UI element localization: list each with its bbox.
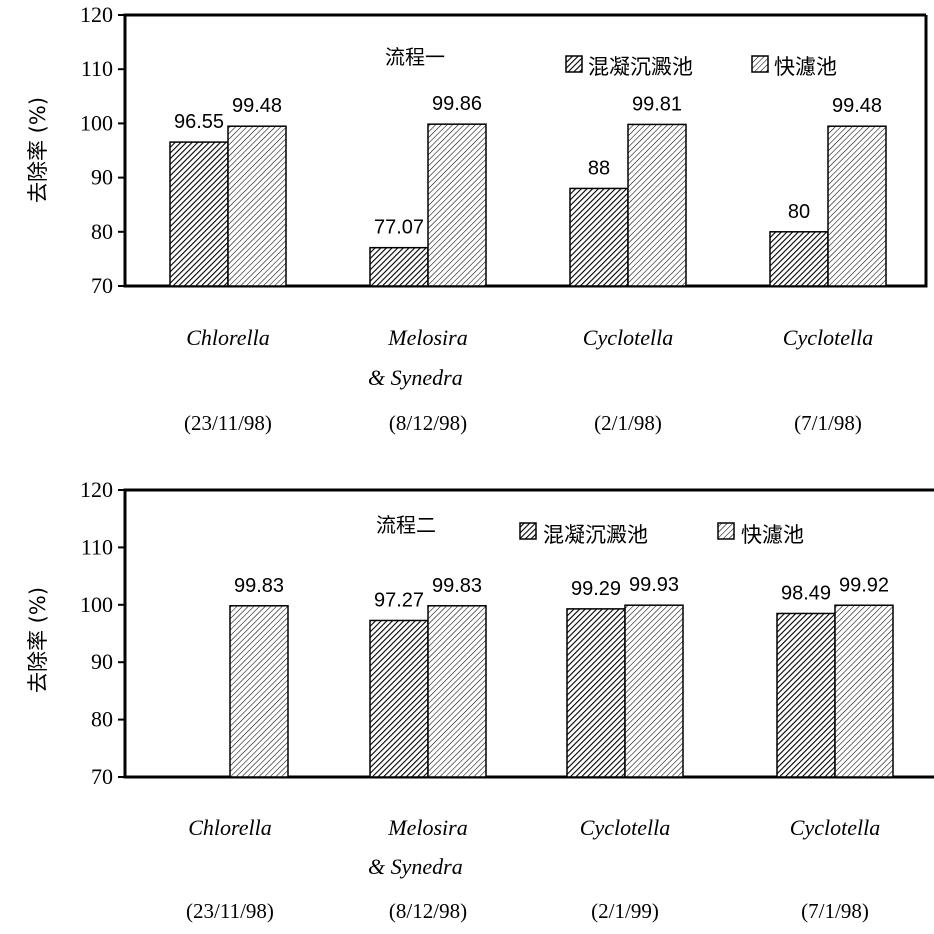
data-label: 98.49 <box>781 582 831 604</box>
category-label: Cyclotella <box>783 325 873 350</box>
chart-title: 流程二 <box>376 513 436 537</box>
y-tick-label: 100 <box>80 110 113 135</box>
chart-process-1: 70 80 90 100 110 120 去除率 (%) 流程一 混凝沉澱池 快濾池 96.55 99… <box>26 2 928 435</box>
bar <box>227 125 287 287</box>
date-label: (8/12/98) <box>389 411 467 435</box>
y-axis-label: 去除率 (%) <box>26 587 50 693</box>
category-label: Melosira <box>387 815 467 840</box>
y-tick-label: 80 <box>91 219 113 244</box>
category-label: Chlorella <box>186 325 270 350</box>
legend-swatch <box>717 522 735 540</box>
date-label: (2/1/98) <box>594 411 662 435</box>
bar <box>369 246 429 287</box>
date-label: (23/11/98) <box>184 411 272 435</box>
bar <box>627 123 687 287</box>
bar <box>169 141 229 287</box>
y-tick-label: 70 <box>91 273 113 298</box>
y-tick-label: 120 <box>80 477 113 502</box>
category-label: Cyclotella <box>580 815 670 840</box>
legend-swatch <box>565 55 583 73</box>
category-label: Cyclotella <box>790 815 880 840</box>
data-label: 99.48 <box>232 95 282 117</box>
y-axis-label: 去除率 (%) <box>26 97 50 203</box>
y-tick-label: 80 <box>91 707 113 732</box>
bar <box>427 123 487 287</box>
bar <box>427 605 487 778</box>
date-label: (23/11/98) <box>186 899 274 923</box>
bar <box>624 604 684 778</box>
category-label: & Synedra <box>368 365 463 390</box>
y-tick-label: 110 <box>81 56 113 81</box>
legend-label: 快濾池 <box>741 523 804 547</box>
bar <box>369 619 429 778</box>
data-label: 99.86 <box>432 93 482 115</box>
data-label: 99.92 <box>839 574 889 596</box>
bar <box>776 612 836 778</box>
date-label: (2/1/99) <box>591 899 659 923</box>
data-label: 99.48 <box>832 95 882 117</box>
bar <box>569 187 629 287</box>
bar <box>566 608 626 778</box>
legend-label: 混凝沉澱池 <box>588 55 693 79</box>
y-tick-label: 90 <box>91 165 113 190</box>
data-label: 99.83 <box>432 575 482 597</box>
legend-swatch <box>519 522 537 540</box>
y-tick-label: 70 <box>91 764 113 789</box>
data-label: 99.93 <box>629 574 679 596</box>
chart-process-2: 70 80 90 100 110 120 去除率 (%) 流程二 混凝沉澱池 快濾池 99.83 Ch… <box>26 477 934 923</box>
date-label: (7/1/98) <box>794 411 862 435</box>
data-label: 96.55 <box>174 111 224 133</box>
data-label: 97.27 <box>374 589 424 611</box>
data-label: 77.07 <box>374 217 424 239</box>
y-tick-label: 110 <box>81 534 113 559</box>
bar <box>834 604 894 778</box>
legend-swatch <box>751 55 769 73</box>
bar <box>769 231 829 287</box>
y-tick-label: 120 <box>80 2 113 27</box>
y-tick-label: 100 <box>80 592 113 617</box>
data-label: 99.83 <box>234 575 284 597</box>
legend-label: 混凝沉澱池 <box>543 523 648 547</box>
data-label: 99.81 <box>632 93 682 115</box>
chart-title: 流程一 <box>385 45 445 69</box>
date-label: (7/1/98) <box>801 899 869 923</box>
data-label: 88 <box>588 157 610 179</box>
category-label: Chlorella <box>188 815 272 840</box>
category-label: Melosira <box>387 325 467 350</box>
bar <box>229 605 289 778</box>
date-label: (8/12/98) <box>389 899 467 923</box>
data-label: 80 <box>788 201 810 223</box>
category-label: & Synedra <box>368 854 463 879</box>
legend-label: 快濾池 <box>774 55 837 79</box>
y-tick-label: 90 <box>91 649 113 674</box>
plot-frame <box>123 488 934 779</box>
category-label: Cyclotella <box>583 325 673 350</box>
bar <box>827 125 887 287</box>
data-label: 99.29 <box>571 578 621 600</box>
